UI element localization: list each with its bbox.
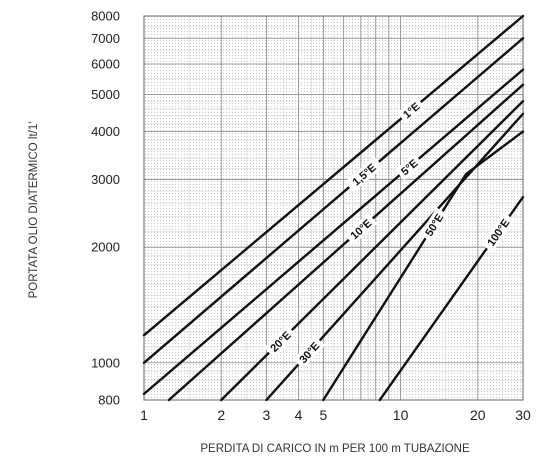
x-tick-label: 5 — [319, 407, 327, 423]
x-tick-labels: 1 2 3 4 5 10 20 30 — [140, 407, 531, 423]
y-tick-label: 5000 — [91, 87, 120, 102]
x-tick-label: 2 — [217, 407, 225, 423]
series-line-15E — [142, 37, 525, 364]
x-tick-label: 1 — [140, 407, 148, 423]
x-tick-label: 3 — [263, 407, 271, 423]
x-tick-label: 20 — [470, 407, 486, 423]
y-tick-label: 800 — [98, 393, 120, 408]
plot-frame — [143, 15, 524, 401]
curve-label-bg — [264, 325, 297, 358]
series-line-50E — [322, 130, 525, 402]
plot-background — [144, 16, 523, 400]
major-grid — [143, 15, 524, 401]
y-tick-label: 8000 — [91, 9, 120, 24]
x-tick-label: 4 — [295, 407, 303, 423]
y-tick-label: 1000 — [91, 355, 120, 370]
series-line-10E — [167, 83, 525, 402]
curve-label-bg — [344, 213, 378, 245]
y-tick-labels: 800 1000 2000 3000 4000 5000 6000 7000 8000 — [91, 9, 120, 408]
curve-label-bg — [395, 153, 424, 181]
series-line-1E — [142, 14, 525, 337]
y-axis-title: PORTATA OLIO DIATERMICO lt/1' — [28, 122, 40, 299]
series-line-5E — [142, 68, 525, 396]
x-tick-label: 30 — [515, 407, 531, 423]
y-tick-label: 3000 — [91, 172, 120, 187]
y-tick-label: 4000 — [91, 124, 120, 139]
y-tick-label: 2000 — [91, 240, 120, 255]
curve-label-bg — [344, 156, 384, 193]
curve-labels: 1°E1,5°E 5°E10°E20°E 30°E50°E 100°E — [264, 96, 516, 369]
y-tick-label: 6000 — [91, 56, 120, 71]
curve-label-bg — [397, 96, 426, 124]
curve-label-bg — [481, 212, 516, 253]
curve-label-bg — [293, 335, 325, 369]
curve-label-bg — [419, 207, 449, 243]
x-axis-title: PERDITA DI CARICO IN m PER 100 m TUBAZIO… — [200, 443, 470, 455]
x-tick-label: 10 — [393, 407, 409, 423]
y-tick-label: 7000 — [91, 31, 120, 46]
